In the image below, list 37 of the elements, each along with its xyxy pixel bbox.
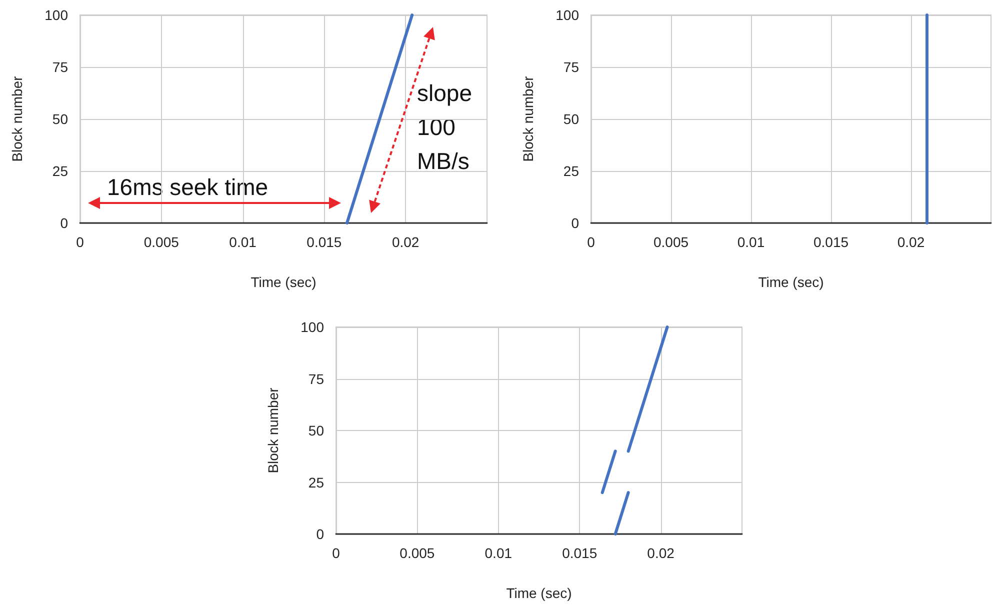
y-tick-label: 25 <box>563 163 580 179</box>
x-tick-label: 0.02 <box>897 234 925 250</box>
y-tick-label: 75 <box>563 59 580 75</box>
y-tick-label: 100 <box>300 319 324 335</box>
y-tick-label: 50 <box>308 422 324 438</box>
y-tick-label: 0 <box>571 215 580 231</box>
x-tick-label: 0.005 <box>144 234 180 250</box>
x-tick-label: 0 <box>587 234 596 250</box>
x-tick-label: 0.005 <box>653 234 689 250</box>
y-tick-label: 100 <box>556 7 580 23</box>
y-tick-label: 50 <box>52 111 68 127</box>
y-tick-label: 75 <box>52 59 68 75</box>
y-tick-label: 75 <box>308 370 324 387</box>
y-tick-label: 50 <box>563 111 580 127</box>
x-tick-label: 0.015 <box>562 545 598 561</box>
x-tick-label: 0.015 <box>306 234 342 250</box>
x-tick-label: 0.02 <box>392 234 420 250</box>
y-tick-label: 0 <box>316 526 324 542</box>
x-tick-label: 0 <box>332 545 340 561</box>
x-tick-label: 0 <box>76 234 84 250</box>
x-tick-label: 0.005 <box>400 545 435 561</box>
annotation: 16ms seek time <box>107 174 268 200</box>
x-axis-title: Time (sec) <box>506 585 572 601</box>
y-tick-label: 25 <box>308 474 324 490</box>
y-axis-title: Block number <box>9 76 25 162</box>
y-axis-title: Block number <box>520 76 536 162</box>
y-tick-label: 25 <box>52 163 68 179</box>
x-tick-label: 0.02 <box>647 545 675 561</box>
x-axis-title: Time (sec) <box>250 274 316 290</box>
x-tick-label: 0.01 <box>484 545 512 561</box>
x-tick-label: 0.015 <box>813 234 849 250</box>
y-tick-label: 100 <box>44 7 68 23</box>
x-tick-label: 0.01 <box>229 234 257 250</box>
x-axis-title: Time (sec) <box>758 274 824 290</box>
y-tick-label: 0 <box>60 215 68 231</box>
x-tick-label: 0.01 <box>737 234 765 250</box>
y-axis-title: Block number <box>265 387 281 474</box>
